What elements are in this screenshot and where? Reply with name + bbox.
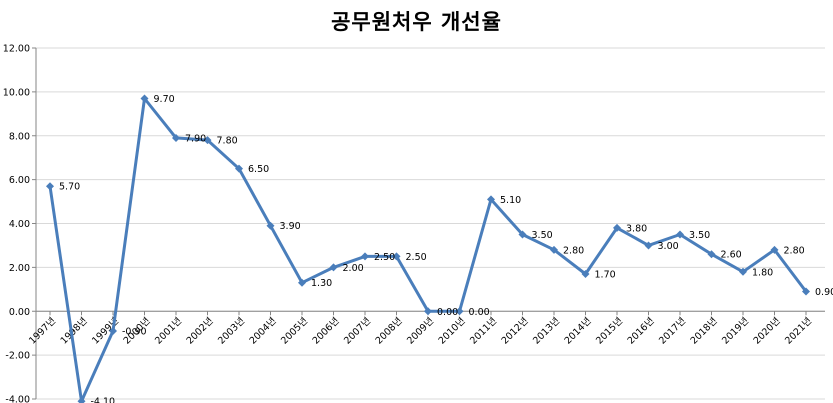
data-point [329, 263, 338, 272]
x-tick-label: 2007년 [342, 316, 373, 347]
y-tick-label: 8.00 [9, 131, 30, 142]
data-label: 2.00 [343, 263, 364, 274]
y-tick-label: 0.00 [9, 307, 30, 318]
data-point [487, 195, 495, 204]
data-label: 0.00 [469, 307, 490, 318]
x-tick-label: 2008년 [374, 316, 405, 347]
x-tick-label: 2021년 [783, 316, 814, 347]
x-tick-label: 2004년 [248, 316, 279, 347]
data-label: 2.80 [784, 245, 805, 256]
chart-title: 공무원처우 개선율 [331, 10, 502, 34]
y-tick-label: 12.00 [3, 44, 30, 55]
data-point [424, 307, 432, 316]
data-label: -0.90 [122, 326, 147, 337]
data-point [46, 182, 54, 191]
x-tick-label: 2005년 [279, 316, 310, 347]
y-tick-label: 4.00 [9, 219, 30, 230]
data-point [707, 250, 716, 259]
data-point [235, 164, 243, 173]
data-point [140, 94, 149, 103]
x-tick-label: 2009년 [405, 316, 436, 347]
x-tick-label: 2010년 [437, 316, 468, 347]
data-label: 2.60 [721, 250, 742, 261]
x-tick-label: 2018년 [689, 316, 720, 347]
x-tick-label: 2016년 [626, 316, 657, 347]
data-labels: 5.70 -4.10 -0.90 9.70 7.90 7.80 6.50 3.90 1.30 2.… [59, 94, 833, 403]
data-label: 5.10 [500, 195, 521, 206]
x-tick-label: 2011년 [468, 316, 499, 347]
data-point [361, 252, 369, 261]
series-markers [46, 94, 810, 403]
data-point [613, 223, 621, 232]
data-label: 1.30 [311, 278, 332, 289]
series-line [48, 97, 808, 403]
data-label: 7.90 [185, 133, 206, 144]
x-tick-label: 2003년 [216, 316, 247, 347]
data-point [203, 136, 212, 145]
data-point [644, 241, 653, 250]
data-label: -4.10 [91, 397, 116, 403]
data-label: 7.80 [217, 136, 238, 147]
data-label: 0.90 [815, 287, 833, 298]
x-tick-label: 2013년 [531, 316, 562, 347]
data-label: 3.80 [626, 223, 647, 234]
y-tick-label: 10.00 [3, 87, 30, 98]
x-tick-label: 2006년 [311, 316, 342, 347]
y-tick-labels: 12.00 10.00 8.00 6.00 4.00 2.00 0.00 -2.00 -4.00 [3, 44, 30, 403]
data-point [455, 307, 464, 316]
data-label: 0.00 [437, 307, 458, 318]
data-label: 5.70 [59, 182, 80, 193]
data-point [802, 287, 810, 296]
data-point [770, 245, 779, 254]
data-point [392, 252, 401, 261]
data-point [581, 269, 590, 278]
x-tick-label: 2012년 [500, 316, 531, 347]
data-label: 2.50 [406, 252, 427, 263]
x-tick-label: 2019년 [720, 316, 751, 347]
data-label: 1.80 [752, 267, 773, 278]
x-tick-label: 1997년 [27, 316, 58, 347]
data-point [109, 326, 117, 335]
data-point [266, 221, 275, 230]
x-tick-label: 2001년 [153, 316, 184, 347]
data-label: 3.00 [658, 241, 679, 252]
x-tick-label: 2015년 [594, 316, 625, 347]
data-label: 3.50 [689, 230, 710, 241]
data-point [676, 230, 684, 239]
y-tick-label: 6.00 [9, 175, 30, 186]
data-label: 2.80 [563, 245, 584, 256]
y-tick-label: -2.00 [5, 351, 30, 362]
series-line-path [48, 97, 808, 403]
data-label: 1.70 [595, 269, 616, 280]
data-label: 3.90 [280, 221, 301, 232]
data-label: 9.70 [154, 94, 175, 105]
x-tick-label: 2020년 [752, 316, 783, 347]
data-point [77, 397, 86, 403]
x-tick-label: 2014년 [563, 316, 594, 347]
y-tick-label: -4.00 [5, 395, 30, 403]
data-point [172, 133, 180, 142]
data-point [298, 278, 306, 287]
x-tick-label: 2017년 [657, 316, 688, 347]
data-label: 6.50 [248, 164, 269, 175]
y-tick-label: 2.00 [9, 263, 30, 274]
x-tick-label: 2002년 [185, 316, 216, 347]
data-label: 2.50 [374, 252, 395, 263]
data-point [739, 267, 747, 276]
data-label: 3.50 [532, 230, 553, 241]
data-point [518, 230, 527, 239]
data-point [550, 245, 558, 254]
